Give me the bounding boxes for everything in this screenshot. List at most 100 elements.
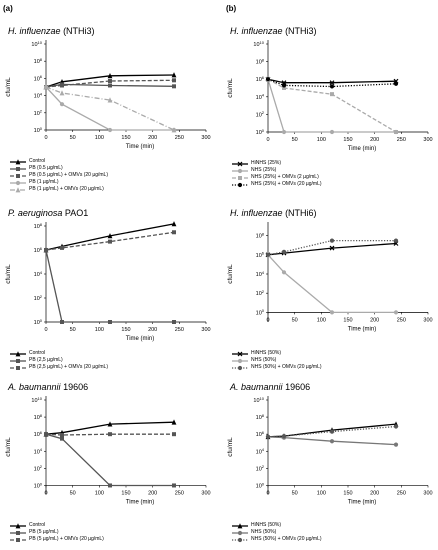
y-tick-label: 108 <box>34 413 43 421</box>
series-line-0 <box>267 78 397 84</box>
legend-label: NHS (50%) <box>251 529 277 535</box>
x-tick-label: 300 <box>201 327 210 333</box>
data-point <box>281 270 287 275</box>
data-point <box>107 73 113 79</box>
legend-item: NHS (50%) + OMVs (20 µg/mL) <box>232 536 322 543</box>
y-tick-label: 100 <box>256 481 265 489</box>
y-tick-label: 102 <box>34 109 43 117</box>
legend-label: NHS (25%) + OMVs (20 µg/mL) <box>251 181 322 187</box>
x-tick-label: 300 <box>201 135 210 141</box>
x-tick-label: 250 <box>397 490 406 496</box>
y-tick-label: 100 <box>256 128 265 136</box>
legend-swatch <box>232 365 248 370</box>
legend-item: PB (0.5 µg/mL) + OMVs (20 µg/mL) <box>10 172 108 179</box>
data-point <box>59 102 65 107</box>
legend-item: NHS (25%) + OMVs (2 µg/mL) <box>232 174 322 181</box>
chart-title-strain: 19606 <box>285 382 311 392</box>
chart-title-species: H. influenzae <box>230 208 283 218</box>
y-tick-label: 1010 <box>31 396 42 404</box>
legend-swatch <box>10 358 26 363</box>
legend-label: NHS (50%) <box>251 357 277 363</box>
legend: Control PB (2,5 µg/mL) PB (2,5 µg/mL) + OM… <box>10 350 108 371</box>
legend-item: PB (5 µg/mL) <box>10 529 104 536</box>
plot-area: 100 102 104 106 108 1010 0 50 100 150 200 250 300 Tim… <box>227 396 433 506</box>
series-line-2 <box>45 231 175 251</box>
legend: HiNHS (25%) NHS (25%) NHS (25%) + OMVs (2 … <box>232 160 322 188</box>
data-point <box>329 84 335 89</box>
legend-label: PB (5 µg/mL) <box>29 529 59 535</box>
plot-area: 100 102 104 106 108 1010 0 50 100 150 200 250 300 Tim… <box>5 40 211 150</box>
legend-label: NHS (50%) + OMVs (20 µg/mL) <box>251 536 322 542</box>
chart-title: H. influenzae (NTHi6) <box>230 208 317 218</box>
data-point <box>172 483 176 488</box>
x-tick-label: 150 <box>121 490 130 496</box>
legend-marker <box>237 522 243 528</box>
y-tick-label: 100 <box>34 481 43 489</box>
data-point <box>281 129 287 135</box>
data-point <box>393 442 399 447</box>
legend-swatch <box>232 358 248 363</box>
legend-swatch <box>10 166 26 171</box>
data-point <box>107 421 113 427</box>
series-line-1 <box>267 79 396 133</box>
legend-marker <box>15 158 21 164</box>
chart-title: A. baumannii 19606 <box>8 382 88 392</box>
series-line-4 <box>45 86 175 131</box>
y-tick-label: 1010 <box>31 40 42 48</box>
legend-swatch <box>232 537 248 542</box>
legend-marker <box>237 168 243 173</box>
x-tick-label: 200 <box>370 490 379 496</box>
data-point <box>60 83 64 88</box>
data-point <box>107 127 113 133</box>
y-tick-label: 104 <box>256 270 265 278</box>
plot-area: 100 102 104 106 108 0 50 100 150 200 250 300 Time (m… <box>5 221 211 342</box>
legend-marker <box>237 530 243 535</box>
x-tick-label: 50 <box>70 327 76 333</box>
x-tick-label: 0 <box>44 135 47 141</box>
data-point <box>329 429 335 434</box>
series-line-0 <box>267 242 397 256</box>
legend-marker <box>16 173 20 178</box>
legend-label: Control <box>29 350 46 356</box>
legend-swatch <box>232 161 248 166</box>
y-tick-label: 1010 <box>253 40 264 48</box>
legend-swatch <box>232 351 248 356</box>
x-tick-label: 100 <box>95 135 104 141</box>
x-tick-label: 300 <box>423 137 432 143</box>
data-point <box>281 433 287 439</box>
x-tick-label: 0 <box>44 327 47 333</box>
x-axis-label: Time (min) <box>126 336 154 342</box>
x-tick-label: 200 <box>370 317 379 323</box>
x-tick-label: 300 <box>423 490 432 496</box>
series-line-2 <box>45 79 175 88</box>
x-tick-label: 50 <box>292 317 298 323</box>
y-tick-label: 102 <box>256 289 265 297</box>
x-axis-label: Time (min) <box>348 146 376 152</box>
x-tick-label: 100 <box>95 490 104 496</box>
legend: Control PB (0.5 µg/mL) PB (0.5 µg/mL) + OM… <box>10 158 108 193</box>
legend-item: Control <box>10 522 104 529</box>
series-line-0 <box>45 421 175 435</box>
y-tick-label: 106 <box>34 246 43 254</box>
x-tick-label: 150 <box>343 137 352 143</box>
data-point <box>329 238 335 243</box>
chart-b3: A. baumannii 19606 100 102 104 106 108 1010 0 5… <box>222 382 438 550</box>
legend-swatch <box>232 530 248 535</box>
chart-title: P. aeruginosa PAO1 <box>8 208 88 218</box>
series-line-2 <box>267 425 397 438</box>
x-tick-label: 300 <box>423 317 432 323</box>
legend-marker <box>15 522 21 528</box>
legend-marker <box>237 537 243 542</box>
data-point <box>44 248 48 252</box>
y-tick-label: 108 <box>256 231 265 239</box>
series-line-1 <box>267 254 396 314</box>
series-line-1 <box>45 249 174 323</box>
legend-item: PB (1 µg/mL) + OMVs (20 µg/mL) <box>10 186 108 193</box>
x-axis-label: Time (min) <box>348 499 376 505</box>
x-tick-label: 50 <box>292 490 298 496</box>
data-point <box>329 80 335 86</box>
data-point <box>44 432 48 437</box>
data-point <box>172 84 176 89</box>
chart-title-strain: (NTHi3) <box>63 26 95 36</box>
